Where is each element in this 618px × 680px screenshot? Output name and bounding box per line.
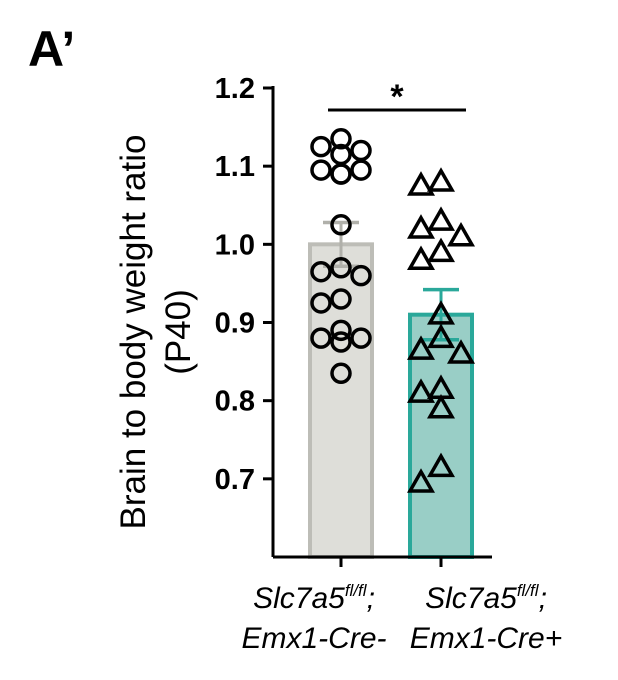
y-tick-label: 0.8	[215, 386, 255, 418]
y-tick-label: 0.7	[215, 464, 255, 496]
data-point	[406, 214, 436, 239]
data-point	[330, 128, 352, 150]
x-category-label-2: Slc7a5fl/fl;	[425, 581, 547, 615]
x-category-label-line2-2: Emx1-Cre+	[410, 622, 563, 655]
data-point	[350, 327, 372, 349]
data-point	[350, 159, 372, 181]
data-point	[330, 163, 352, 185]
data-point	[426, 206, 456, 231]
y-tick-label: 1.1	[215, 151, 255, 183]
data-point	[310, 260, 332, 283]
data-point	[426, 323, 456, 349]
data-point	[330, 362, 352, 385]
data-point	[330, 319, 352, 342]
data-point	[310, 292, 332, 314]
y-tick-label: 1.2	[215, 73, 255, 105]
data-point	[426, 237, 456, 263]
data-point	[406, 468, 436, 493]
data-point	[350, 264, 372, 287]
panel-label: A’	[28, 21, 76, 77]
data-point	[310, 159, 332, 181]
data-point	[310, 327, 332, 349]
y-axis-label: Brain to body weight ratio	[114, 135, 153, 530]
data-point	[426, 452, 456, 478]
data-point	[330, 214, 352, 236]
data-point	[330, 288, 352, 310]
data-point	[446, 339, 476, 364]
data-point	[406, 335, 436, 360]
data-point	[426, 167, 456, 192]
data-point	[310, 135, 332, 158]
data-point	[406, 245, 436, 270]
data-point	[446, 221, 476, 247]
data-point	[350, 139, 372, 162]
y-tick-label: 1.0	[215, 229, 255, 261]
data-point	[406, 378, 436, 403]
y-axis-label-sub: (P40)	[159, 289, 198, 375]
data-point	[426, 300, 456, 325]
x-category-label-line2-1: Emx1-Cre-	[241, 622, 386, 655]
y-tick-label: 0.9	[215, 308, 255, 340]
bar-2	[408, 312, 474, 559]
significance-star: *	[390, 78, 404, 116]
bar-1	[308, 242, 374, 559]
data-point	[330, 331, 352, 353]
data-point	[426, 393, 456, 419]
data-point	[406, 171, 436, 196]
x-category-label-1: Slc7a5fl/fl;	[253, 581, 375, 615]
data-point	[330, 257, 352, 279]
